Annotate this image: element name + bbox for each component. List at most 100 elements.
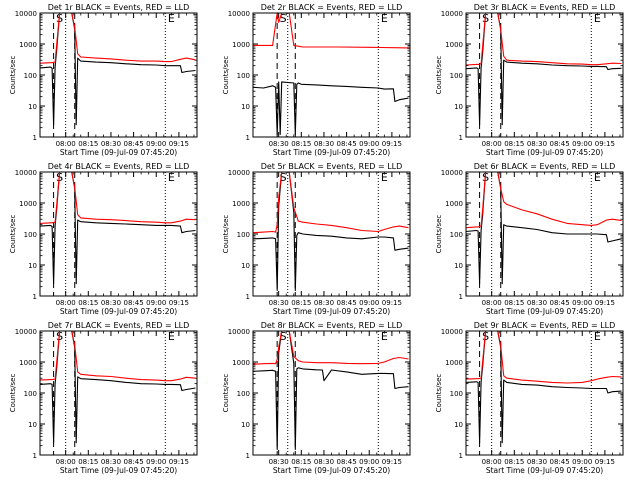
y-tick-label: 10000 [441, 328, 463, 336]
x-tick-label: 08:30 [269, 299, 289, 307]
y-tick-label: 100 [450, 72, 463, 80]
y-tick-label: 100 [450, 231, 463, 239]
x-axis-label: Start Time (09-Jul-09 07:45:20) [273, 307, 390, 316]
y-tick-label: 10000 [441, 10, 463, 18]
x-tick-label: 08:15 [291, 458, 311, 466]
x-axis-label: Start Time (09-Jul-09 07:45:20) [486, 148, 603, 157]
marker-label: E [168, 330, 175, 343]
plot-frame [39, 330, 198, 456]
y-tick-label: 10 [28, 262, 37, 270]
x-axis-label: Start Time (09-Jul-09 07:45:20) [60, 148, 177, 157]
y-tick-label: 10000 [228, 328, 250, 336]
events-series-line [253, 331, 409, 451]
y-tick-label: 100 [24, 72, 37, 80]
y-tick-label: 1000 [19, 359, 37, 367]
x-tick-label: 08:00 [56, 140, 76, 148]
x-tick-label: 08:30 [314, 140, 334, 148]
plot-frame [252, 171, 411, 297]
y-tick-label: 1 [33, 293, 37, 301]
y-tick-label: 10000 [228, 10, 250, 18]
y-tick-label: 100 [237, 72, 250, 80]
y-tick-label: 1000 [232, 359, 250, 367]
x-tick-label: 08:45 [124, 299, 144, 307]
x-tick-label: 08:00 [56, 458, 76, 466]
y-axis-label: Counts/sec [222, 56, 230, 95]
panel-title: Det 1r BLACK = Events, RED = LLD [48, 3, 190, 12]
y-axis-label: Counts/sec [435, 215, 443, 254]
marker-label: S [280, 12, 287, 25]
y-tick-label: 10 [28, 103, 37, 111]
x-tick-label: 08:15 [78, 458, 98, 466]
x-tick-label: 08:15 [504, 299, 524, 307]
lld-series-line [40, 172, 196, 224]
marker-label: E [168, 171, 175, 184]
y-tick-label: 10000 [441, 169, 463, 177]
panel-title: Det 5r BLACK = Events, RED = LLD [261, 162, 403, 171]
detector-panel-1: Det 1r BLACK = Events, RED = LLD 1 10 100 10… [9, 3, 198, 157]
x-tick-label: 08:00 [482, 299, 502, 307]
x-tick-label: 09:15 [169, 140, 189, 148]
y-tick-label: 1 [459, 452, 463, 460]
x-axis-label: Start Time (09-Jul-09 07:45:20) [60, 466, 177, 475]
panel-title: Det 6r BLACK = Events, RED = LLD [474, 162, 616, 171]
lld-series-line [466, 13, 622, 66]
x-tick-label: 09:00 [359, 140, 379, 148]
x-tick-label: 08:00 [482, 458, 502, 466]
y-tick-label: 1 [459, 134, 463, 142]
panel-title: Det 9r BLACK = Events, RED = LLD [474, 321, 616, 330]
x-axis-label: Start Time (09-Jul-09 07:45:20) [486, 307, 603, 316]
x-tick-label: 09:00 [146, 140, 166, 148]
y-axis-label: Counts/sec [222, 215, 230, 254]
y-tick-label: 10 [241, 421, 250, 429]
y-tick-label: 1 [33, 134, 37, 142]
x-tick-label: 09:00 [146, 299, 166, 307]
panel-title: Det 4r BLACK = Events, RED = LLD [48, 162, 190, 171]
events-series-line [466, 172, 622, 285]
y-tick-label: 100 [450, 390, 463, 398]
panel-title: Det 7r BLACK = Events, RED = LLD [48, 321, 190, 330]
y-axis-label: Counts/sec [9, 56, 17, 95]
x-tick-label: 08:45 [550, 299, 570, 307]
x-tick-label: 08:45 [337, 140, 357, 148]
events-series-line [253, 81, 409, 136]
y-tick-label: 1 [246, 293, 250, 301]
events-series-line [466, 331, 622, 444]
y-tick-label: 100 [24, 231, 37, 239]
detector-panel-4: Det 4r BLACK = Events, RED = LLD 1 10 100 10… [9, 162, 198, 316]
detector-panel-2: Det 2r BLACK = Events, RED = LLD 1 10 100 10… [222, 3, 411, 157]
x-tick-label: 08:15 [291, 299, 311, 307]
y-tick-label: 10 [241, 103, 250, 111]
lld-series-line [253, 13, 409, 49]
y-tick-label: 1000 [445, 359, 463, 367]
marker-label: E [381, 171, 388, 184]
detector-panel-9: Det 9r BLACK = Events, RED = LLD 1 10 100 10… [435, 321, 624, 475]
y-tick-label: 10000 [228, 169, 250, 177]
panel-title: Det 3r BLACK = Events, RED = LLD [474, 3, 616, 12]
x-tick-label: 08:30 [101, 458, 121, 466]
events-series-line [40, 331, 196, 444]
marker-label: E [168, 12, 175, 25]
events-series-line [40, 13, 196, 126]
y-tick-label: 1 [246, 134, 250, 142]
y-tick-label: 1 [246, 452, 250, 460]
x-axis-label: Start Time (09-Jul-09 07:45:20) [273, 466, 390, 475]
y-axis-label: Counts/sec [222, 374, 230, 413]
x-tick-label: 09:15 [169, 458, 189, 466]
x-tick-label: 08:15 [504, 458, 524, 466]
x-axis-label: Start Time (09-Jul-09 07:45:20) [60, 307, 177, 316]
x-tick-label: 08:15 [291, 140, 311, 148]
x-tick-label: 09:00 [572, 140, 592, 148]
marker-label: S [280, 330, 287, 343]
y-tick-label: 10 [454, 421, 463, 429]
detector-panel-7: Det 7r BLACK = Events, RED = LLD 1 10 100 10… [9, 321, 198, 475]
marker-label: S [280, 171, 287, 184]
detector-panel-8: Det 8r BLACK = Events, RED = LLD 1 10 100 10… [222, 321, 411, 475]
x-tick-label: 08:45 [550, 458, 570, 466]
panel-title: Det 2r BLACK = Events, RED = LLD [261, 3, 403, 12]
detector-panel-6: Det 6r BLACK = Events, RED = LLD 1 10 100 10… [435, 162, 624, 316]
x-tick-label: 09:15 [169, 299, 189, 307]
plot-frame [39, 171, 198, 297]
x-tick-label: 08:30 [101, 299, 121, 307]
y-tick-label: 1000 [232, 41, 250, 49]
